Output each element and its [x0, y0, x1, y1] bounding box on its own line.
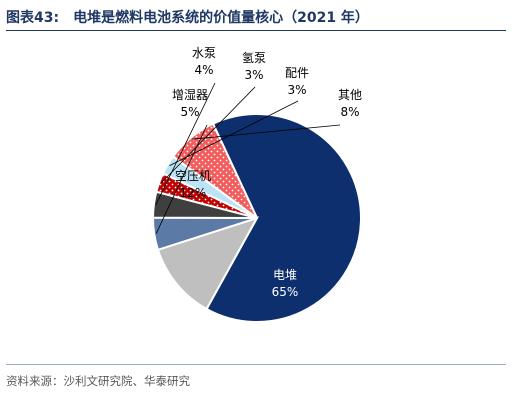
figure-title-text: 电堆是燃料电池系统的价值量核心（2021 年） — [73, 10, 369, 26]
figure-title: 图表43: 电堆是燃料电池系统的价值量核心（2021 年） — [6, 7, 369, 27]
leader-line-7 — [192, 124, 341, 140]
slice-value-label: 4% — [194, 63, 213, 77]
pie-slice-7 — [171, 122, 258, 219]
leader-line-6 — [169, 100, 299, 167]
pie-slice-2 — [156, 216, 260, 311]
leader-line-4 — [155, 82, 216, 206]
slice-value-label: 8% — [340, 105, 359, 119]
slice-name-label: 空压机 — [175, 169, 211, 183]
figure-label: 图表43: — [6, 10, 60, 26]
slice-name-label: 氢泵 — [242, 50, 266, 65]
slice-name-label: 增湿器 — [172, 87, 208, 102]
slice-name-label: 其他 — [338, 88, 362, 102]
title-divider — [6, 30, 506, 31]
slice-value-label: 65% — [272, 285, 299, 299]
leader-line-3 — [155, 124, 208, 234]
slice-value-label: 12% — [180, 186, 207, 200]
source-divider — [6, 364, 506, 365]
slice-value-label: 3% — [244, 68, 263, 82]
slice-name-label: 水泵 — [192, 46, 216, 60]
slice-name-label: 电堆 — [273, 268, 297, 282]
slice-value-label: 5% — [180, 105, 199, 119]
source-note: 资料来源：沙利文研究院、华泰研究 — [6, 374, 190, 388]
slice-name-label: 配件 — [285, 66, 309, 80]
slice-value-label: 3% — [287, 83, 306, 97]
leader-line-5 — [160, 86, 256, 184]
